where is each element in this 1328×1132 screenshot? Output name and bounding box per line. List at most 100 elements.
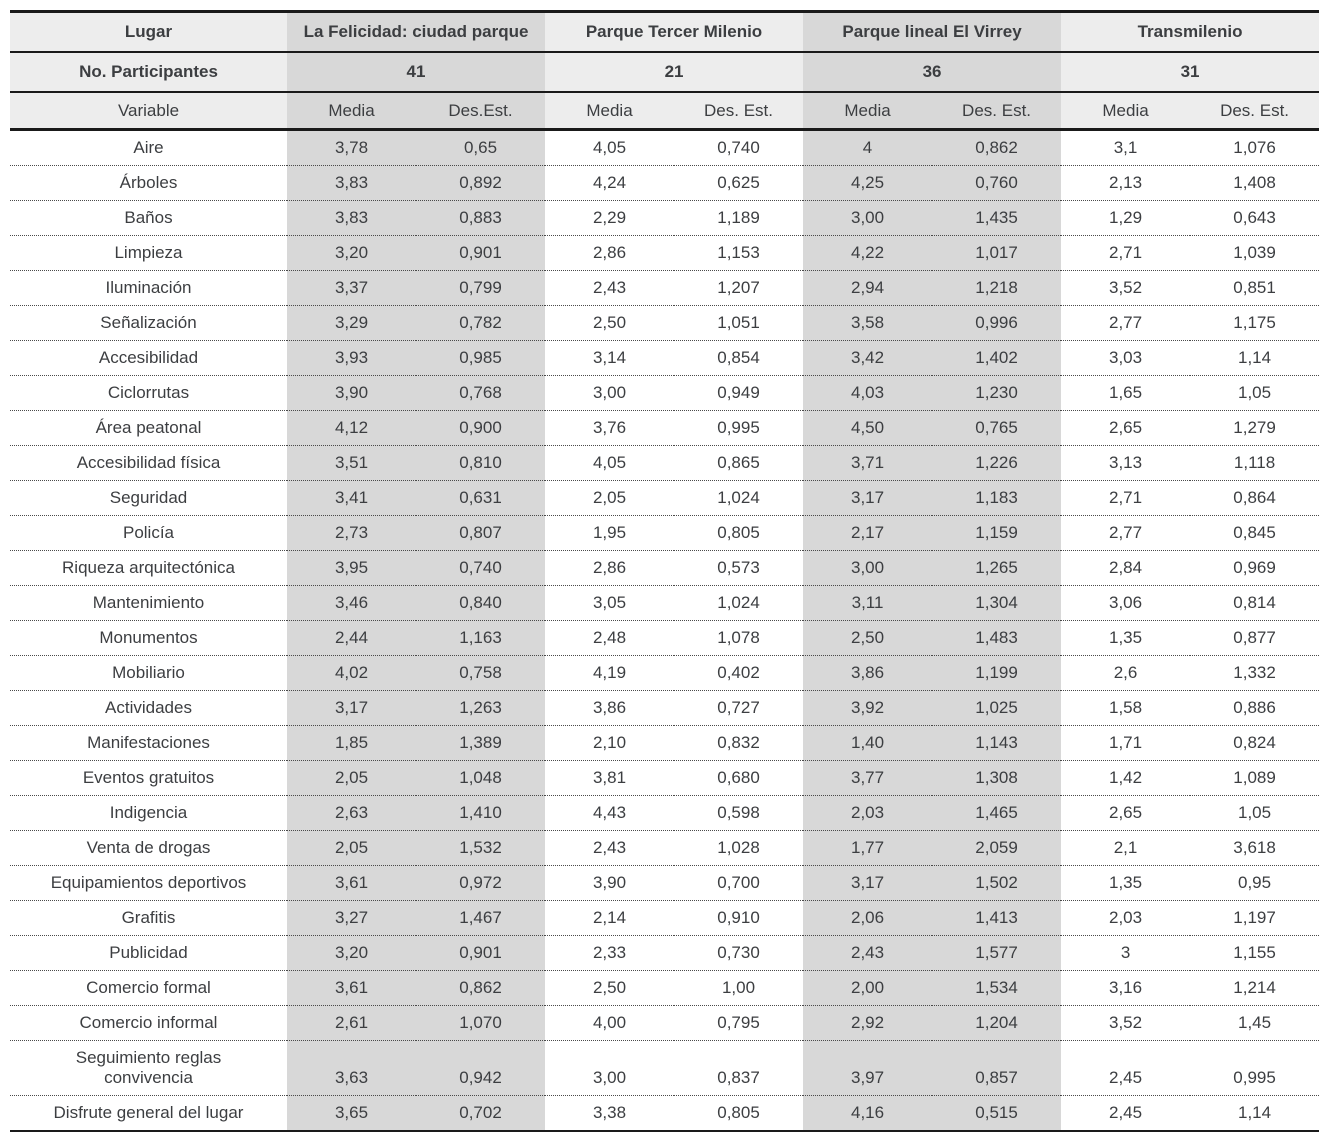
table-row: Venta de drogas 2,05 1,532 2,43 1,028 1,77 2,0…: [10, 830, 1320, 866]
value-cell: 0,768: [416, 375, 546, 411]
value-cell: 3,92: [803, 690, 933, 726]
value-cell: 0,805: [674, 515, 804, 551]
value-cell: 1,024: [674, 585, 804, 621]
value-cell: 0,854: [674, 340, 804, 376]
value-cell: 2,05: [545, 480, 675, 516]
value-cell: 1,078: [674, 620, 804, 656]
value-cell: 1,465: [932, 795, 1062, 831]
value-cell: 0,995: [674, 410, 804, 446]
value-cell: 3,83: [287, 200, 416, 236]
value-cell: 1,265: [932, 550, 1062, 586]
value-cell: 0,631: [416, 480, 546, 516]
value-cell: 1,05: [1190, 795, 1320, 831]
value-cell: 1,35: [1061, 865, 1191, 901]
value-cell: 1,189: [674, 200, 804, 236]
value-cell: 0,799: [416, 270, 546, 306]
value-cell: 3,97: [803, 1040, 933, 1096]
value-cell: 2,43: [545, 270, 675, 306]
value-cell: 2,6: [1061, 655, 1191, 691]
value-cell: 4,22: [803, 235, 933, 271]
value-cell: 4,16: [803, 1095, 933, 1132]
value-cell: 0,727: [674, 690, 804, 726]
value-cell: 1,118: [1190, 445, 1320, 481]
variable-name: Mantenimiento: [10, 585, 287, 621]
value-cell: 0,730: [674, 935, 804, 971]
value-cell: 4,24: [545, 165, 675, 201]
value-cell: 1,089: [1190, 760, 1320, 796]
table-row: Aire 3,78 0,65 4,05 0,740 4 0,862 3,1 1,076: [10, 129, 1320, 166]
value-cell: 1,197: [1190, 900, 1320, 936]
value-cell: 3,16: [1061, 970, 1191, 1006]
value-cell: 1,467: [416, 900, 546, 936]
value-cell: 1,408: [1190, 165, 1320, 201]
value-cell: 3,03: [1061, 340, 1191, 376]
value-cell: 2,13: [1061, 165, 1191, 201]
group-header-3: Parque lineal El Virrey: [803, 11, 1062, 53]
value-cell: 0,814: [1190, 585, 1320, 621]
value-cell: 1,155: [1190, 935, 1320, 971]
value-cell: 2,48: [545, 620, 675, 656]
value-cell: 0,740: [416, 550, 546, 586]
value-cell: 1,435: [932, 200, 1062, 236]
table-row: Policía 2,73 0,807 1,95 0,805 2,17 1,159 2,77 0,…: [10, 515, 1320, 551]
value-cell: 0,625: [674, 165, 804, 201]
value-cell: 3,17: [287, 690, 416, 726]
value-cell: 2,1: [1061, 830, 1191, 866]
value-cell: 0,795: [674, 1005, 804, 1041]
table-row: Ciclorrutas 3,90 0,768 3,00 0,949 4,03 1,230 1,…: [10, 375, 1320, 411]
table-row: Baños 3,83 0,883 2,29 1,189 3,00 1,435 1,29 0,64…: [10, 200, 1320, 236]
value-cell: 1,483: [932, 620, 1062, 656]
value-cell: 0,832: [674, 725, 804, 761]
value-cell: 2,45: [1061, 1040, 1191, 1096]
value-cell: 0,985: [416, 340, 546, 376]
value-cell: 1,199: [932, 655, 1062, 691]
value-cell: 1,332: [1190, 655, 1320, 691]
value-cell: 2,03: [1061, 900, 1191, 936]
variable-name: Seguridad: [10, 480, 287, 516]
value-cell: 1,05: [1190, 375, 1320, 411]
table-row: Riqueza arquitectónica 3,95 0,740 2,86 0,573…: [10, 550, 1320, 586]
value-cell: 0,877: [1190, 620, 1320, 656]
media-header-1: Media: [287, 92, 416, 131]
value-cell: 1,207: [674, 270, 804, 306]
value-cell: 0,840: [416, 585, 546, 621]
value-cell: 3,00: [545, 1040, 675, 1096]
media-header-3: Media: [803, 92, 933, 131]
value-cell: 3,58: [803, 305, 933, 341]
value-cell: 1,025: [932, 690, 1062, 726]
variable-name: Aire: [10, 129, 287, 166]
table-row: Actividades 3,17 1,263 3,86 0,727 3,92 1,025 1,…: [10, 690, 1320, 726]
value-cell: 0,680: [674, 760, 804, 796]
participants-count-4: 31: [1061, 52, 1320, 93]
variable-label: Variable: [10, 92, 287, 131]
value-cell: 0,573: [674, 550, 804, 586]
value-cell: 1,017: [932, 235, 1062, 271]
variable-name: Iluminación: [10, 270, 287, 306]
value-cell: 3,20: [287, 235, 416, 271]
table-row: Árboles 3,83 0,892 4,24 0,625 4,25 0,760 2,13 1,…: [10, 165, 1320, 201]
header-row-variable: Variable Media Des.Est. Media Des. Est. Medi…: [10, 92, 1320, 131]
value-cell: 4,19: [545, 655, 675, 691]
value-cell: 3,52: [1061, 270, 1191, 306]
value-cell: 1,389: [416, 725, 546, 761]
value-cell: 1,45: [1190, 1005, 1320, 1041]
value-cell: 2,33: [545, 935, 675, 971]
table-row: Manifestaciones 1,85 1,389 2,10 0,832 1,40 1,1…: [10, 725, 1320, 761]
value-cell: 2,06: [803, 900, 933, 936]
variable-name: Policía: [10, 515, 287, 551]
table-row: Monumentos 2,44 1,163 2,48 1,078 2,50 1,483 1,3…: [10, 620, 1320, 656]
value-cell: 0,782: [416, 305, 546, 341]
value-cell: 1,051: [674, 305, 804, 341]
table-row: Grafitis 3,27 1,467 2,14 0,910 2,06 1,413 2,03 1…: [10, 900, 1320, 936]
value-cell: 1,204: [932, 1005, 1062, 1041]
value-cell: 3,11: [803, 585, 933, 621]
value-cell: 0,807: [416, 515, 546, 551]
value-cell: 2,77: [1061, 305, 1191, 341]
value-cell: 2,73: [287, 515, 416, 551]
table-row: Comercio informal 2,61 1,070 4,00 0,795 2,92 1…: [10, 1005, 1320, 1041]
value-cell: 4,43: [545, 795, 675, 831]
value-cell: 1,028: [674, 830, 804, 866]
value-cell: 1,308: [932, 760, 1062, 796]
variable-name: Disfrute general del lugar: [10, 1095, 287, 1132]
value-cell: 1,14: [1190, 340, 1320, 376]
